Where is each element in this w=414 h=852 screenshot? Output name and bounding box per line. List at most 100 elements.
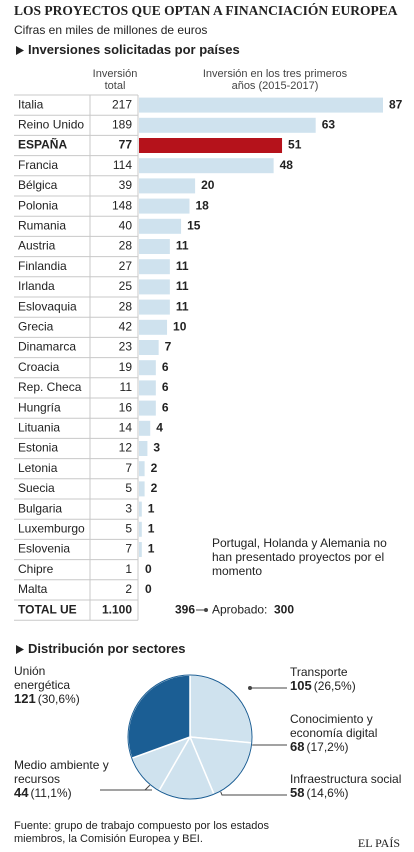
value-label: 87 [389,97,403,111]
category-label: Austria [18,239,56,253]
category-label: Rep. Checa [18,380,82,394]
bar [139,420,151,436]
category-label: Rumania [18,218,66,232]
total-value: 40 [119,218,133,232]
leader-dot [204,608,208,612]
bar [139,319,168,335]
value-label: 18 [195,198,209,212]
section-title: Distribución por sectores [28,641,186,656]
total-value: 19 [119,360,133,374]
value-label: 20 [201,178,215,192]
value-label: 63 [322,117,336,131]
total-value: 27 [119,259,133,273]
bar [139,279,170,295]
value-label: 51 [288,138,302,152]
slice-value-line: 121 (30,6%) [14,691,104,707]
slice-value: 58 [290,785,305,800]
value-label: 48 [280,158,294,172]
total-value: 5 [125,521,132,535]
category-label: Luxemburgo [18,521,85,535]
total-value: 2 [125,582,132,596]
value-label: 0 [145,562,152,576]
value-label: 15 [187,218,201,232]
slice-percent: (14,6%) [306,786,349,800]
column-header: Inversión total [92,68,138,92]
value-label: 4 [156,420,163,434]
category-label: Bélgica [18,178,58,192]
slice-label: Transporte 105 (26,5%) [290,665,410,693]
slice-percent: (30,6%) [37,692,80,706]
total-value: 14 [119,420,133,434]
value-label: 0 [145,582,152,596]
slice-value-line: 58 (14,6%) [290,785,410,801]
category-label: Finlandia [18,259,67,273]
bar [139,340,159,355]
category-label: Eslovaquia [18,299,77,313]
bar [139,299,170,315]
bar [139,441,148,456]
bar [139,521,142,537]
value-label: 11 [176,239,189,253]
slice-value-line: 44 (11,1%) [14,785,114,801]
value-label: 11 [176,299,189,313]
bar [139,218,182,234]
bar [139,158,274,174]
value-label: 2 [151,481,158,495]
value-label: 2 [151,461,158,475]
category-label: Suecia [18,481,55,495]
total-value: 7 [125,461,132,475]
total-value: 7 [125,542,132,556]
category-label: Irlanda [18,279,55,293]
category-label: Chipre [18,562,54,576]
subtitle: Cifras en miles de millones de euros [14,23,208,37]
value-label: 11 [176,279,189,293]
category-label: Italia [18,97,44,111]
category-label: Croacia [18,360,60,374]
slice-value: 121 [14,691,36,706]
value-label: 1 [148,521,155,535]
slice-value-line: 68 (17,2%) [290,739,408,755]
total-row-label: TOTAL UE [18,602,77,616]
slice-label: Medio ambiente y recursos 44 (11,1%) [14,758,114,800]
value-label: 1 [148,501,155,515]
source: Fuente: grupo de trabajo compuesto por l… [14,820,269,845]
category-label: Grecia [18,319,54,333]
bar [139,259,170,275]
pie-outline [127,674,253,800]
total-value: 3 [125,501,132,515]
total-value: 39 [119,178,133,192]
category-label: Reino Unido [18,117,84,131]
total-value: 1 [125,562,132,576]
slice-label: Infraestructura social 58 (14,6%) [290,772,410,800]
category-label: Polonia [18,198,58,212]
approved-label: Aprobado: [212,602,267,616]
bar [139,138,283,153]
total-value: 28 [119,299,133,313]
approved-value: 300 [274,602,294,616]
bar [139,461,145,477]
slice-value: 44 [14,785,29,800]
section-bullet [16,46,24,55]
category-label: Letonia [18,461,58,475]
slice-label: Conocimiento y economía digital 68 (17,2%) [290,712,408,754]
note: Portugal, Holanda y Alemania no han pres… [212,536,387,578]
total-value: 114 [113,158,132,172]
slice-value: 68 [290,739,305,754]
category-label: Malta [18,582,48,596]
total-value: 23 [119,340,133,354]
bar [139,400,156,416]
value-label: 11 [176,259,189,273]
total-value: 42 [119,319,133,333]
bar [139,239,170,254]
total-value: 5 [125,481,132,495]
category-label: Bulgaria [18,501,62,515]
section-title: Inversiones solicitadas por países [28,42,240,57]
slice-value: 105 [290,678,312,693]
total-row-total: 1.100 [102,602,132,616]
total-value: 77 [119,138,133,152]
bar [139,380,156,396]
bar [139,542,142,557]
category-label: Francia [18,158,58,172]
